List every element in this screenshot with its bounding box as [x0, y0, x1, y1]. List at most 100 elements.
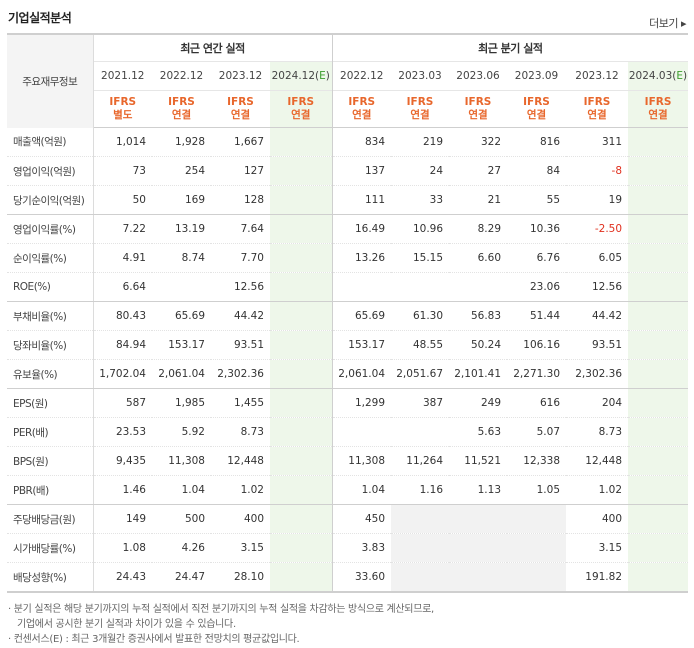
- quarter-cell: 2,302.36: [566, 359, 629, 389]
- table-row: 순이익률(%) 4.91 8.74 7.70 13.26 15.15 6.60 6.76 6.0…: [7, 243, 689, 273]
- row-label[interactable]: 매출액(억원): [7, 127, 94, 157]
- annual-cell: [270, 272, 333, 302]
- row-label[interactable]: 영업이익률(%): [7, 214, 94, 244]
- row-label[interactable]: BPS(원): [7, 446, 94, 476]
- row-label[interactable]: 배당성향(%): [7, 562, 94, 593]
- statement-type: 연결: [171, 109, 192, 121]
- annual-cell: 93.51: [211, 330, 270, 360]
- quarter-cell: 3.15: [566, 533, 629, 563]
- annual-cell: 28.10: [211, 562, 270, 593]
- basis-header: IFRS 연결: [507, 90, 567, 128]
- quarter-cell: 12,448: [566, 446, 629, 476]
- quarter-cell: -8: [566, 156, 629, 186]
- quarter-cell: 2,051.67: [391, 359, 450, 389]
- annual-cell: 8.74: [152, 243, 211, 273]
- accounting-standard: IFRS: [406, 96, 434, 108]
- annual-cell: 24.47: [152, 562, 211, 593]
- annual-cell: [270, 156, 333, 186]
- quarter-cell: [628, 475, 689, 505]
- table-row: EPS(원) 587 1,985 1,455 1,299 387 249 616 204: [7, 388, 689, 418]
- row-label[interactable]: 유보율(%): [7, 359, 94, 389]
- annual-cell: [270, 446, 333, 476]
- quarter-cell: 55: [507, 185, 567, 215]
- accounting-standard: IFRS: [348, 96, 376, 108]
- quarter-cell: 5.07: [507, 417, 567, 447]
- row-label[interactable]: 주당배당금(원): [7, 504, 94, 534]
- quarter-cell: [628, 388, 689, 418]
- quarter-cell: 27: [449, 156, 508, 186]
- table-row: BPS(원) 9,435 11,308 12,448 11,308 11,264 11,52…: [7, 446, 689, 476]
- financial-table-body: 매출액(억원) 1,014 1,928 1,667 834 219 322 816 311 영업이…: [7, 127, 689, 593]
- accounting-standard: IFRS: [109, 96, 137, 108]
- row-label[interactable]: PBR(배): [7, 475, 94, 505]
- annual-cell: 65.69: [152, 301, 211, 331]
- quarter-cell: 33.60: [332, 562, 392, 593]
- quarter-cell: [449, 504, 508, 534]
- quarter-cell: [628, 185, 689, 215]
- quarter-cell: 153.17: [332, 330, 392, 360]
- annual-cell: [270, 533, 333, 563]
- quarter-cell: [628, 359, 689, 389]
- annual-cell: 127: [211, 156, 270, 186]
- annual-cell: [270, 388, 333, 418]
- quarter-cell: [332, 417, 392, 447]
- quarter-cell: 15.15: [391, 243, 450, 273]
- statement-type: 연결: [352, 109, 372, 121]
- annual-cell: [270, 475, 333, 505]
- quarter-cell: 616: [507, 388, 567, 418]
- annual-cell: 4.26: [152, 533, 211, 563]
- annual-cell: 12,448: [211, 446, 270, 476]
- period-header: 2023.06: [449, 61, 508, 91]
- annual-cell: 1.02: [211, 475, 270, 505]
- quarter-group-header: 최근 분기 실적: [332, 33, 689, 62]
- period-header: 2024.03(E): [628, 61, 689, 91]
- annual-cell: 4.91: [93, 243, 152, 273]
- table-row: 배당성향(%) 24.43 24.47 28.10 33.60 191.82: [7, 562, 689, 593]
- row-label[interactable]: ROE(%): [7, 272, 94, 302]
- basis-header: IFRS 별도: [93, 90, 152, 128]
- quarter-cell: 400: [566, 504, 629, 534]
- quarter-cell: 8.73: [566, 417, 629, 447]
- row-label[interactable]: 당기순이익(억원): [7, 185, 94, 215]
- quarter-cell: [391, 272, 450, 302]
- annual-cell: 2,302.36: [211, 359, 270, 389]
- annual-cell: 7.22: [93, 214, 152, 244]
- annual-cell: 1,014: [93, 127, 152, 157]
- period-header: 2023.12: [566, 61, 629, 91]
- quarter-cell: 1,299: [332, 388, 392, 418]
- annual-cell: 23.53: [93, 417, 152, 447]
- statement-type: 연결: [230, 109, 251, 121]
- period-header: 2022.12: [152, 61, 211, 91]
- quarter-cell: [628, 272, 689, 302]
- annual-cell: 12.56: [211, 272, 270, 302]
- annual-cell: 44.42: [211, 301, 270, 331]
- row-label[interactable]: 당좌비율(%): [7, 330, 94, 360]
- quarter-cell: [449, 272, 508, 302]
- row-label[interactable]: EPS(원): [7, 388, 94, 418]
- quarter-cell: 6.05: [566, 243, 629, 273]
- table-row: 시가배당률(%) 1.08 4.26 3.15 3.83 3.15: [7, 533, 689, 563]
- more-link[interactable]: 더보기 ▸: [649, 17, 686, 30]
- row-label[interactable]: 영업이익(억원): [7, 156, 94, 186]
- quarter-cell: 5.63: [449, 417, 508, 447]
- annual-group-header: 최근 연간 실적: [93, 33, 333, 62]
- statement-type: 연결: [648, 109, 668, 121]
- quarter-cell: [628, 243, 689, 273]
- section-title: 기업실적분석: [8, 11, 72, 25]
- period-header: 2021.12: [93, 61, 152, 91]
- quarter-cell: 23.06: [507, 272, 567, 302]
- annual-cell: 50: [93, 185, 152, 215]
- quarter-cell: [391, 533, 450, 563]
- annual-cell: 9,435: [93, 446, 152, 476]
- statement-type: 연결: [526, 109, 547, 121]
- row-label[interactable]: PER(배): [7, 417, 94, 447]
- quarter-cell: 19: [566, 185, 629, 215]
- basis-header: IFRS 연결: [211, 90, 270, 128]
- row-label[interactable]: 부채비율(%): [7, 301, 94, 331]
- quarter-cell: [507, 533, 567, 563]
- row-label[interactable]: 순이익률(%): [7, 243, 94, 273]
- row-label[interactable]: 시가배당률(%): [7, 533, 94, 563]
- quarter-cell: [628, 562, 689, 593]
- quarter-cell: 21: [449, 185, 508, 215]
- statement-type: 별도: [113, 109, 133, 121]
